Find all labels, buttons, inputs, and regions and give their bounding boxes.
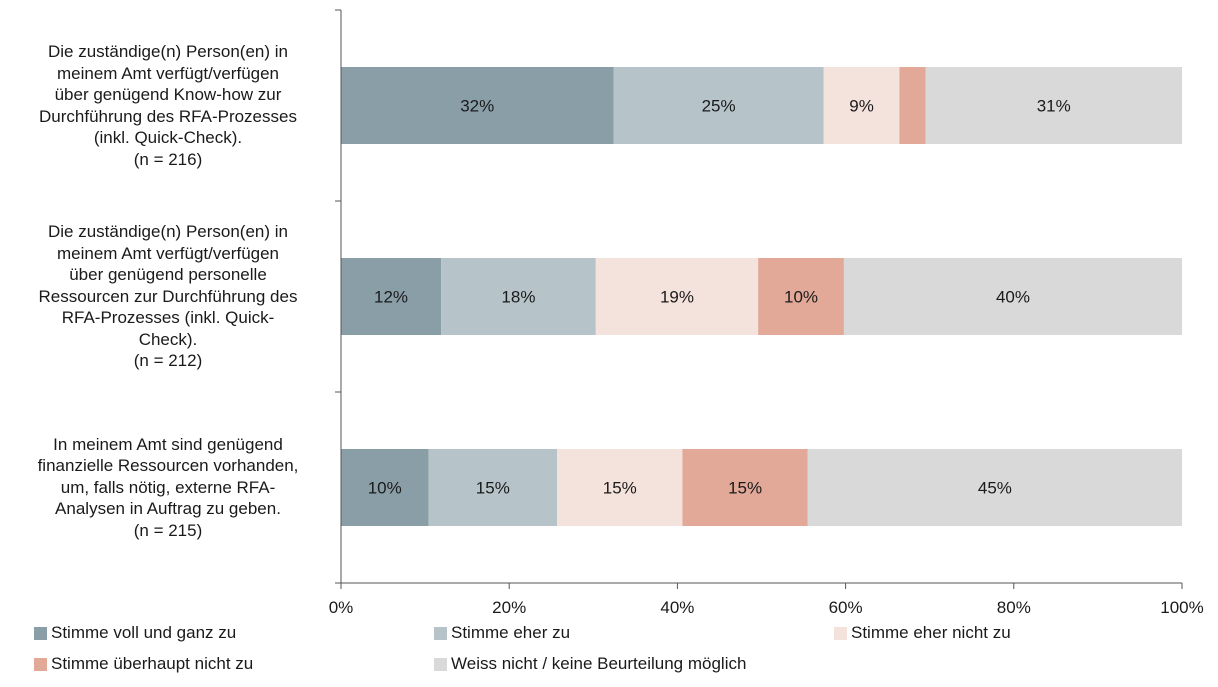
x-tick-label: 40% [660, 598, 694, 617]
legend-swatch [434, 626, 447, 640]
legend-item: Stimme überhaupt nicht zu [34, 654, 253, 674]
x-tick-label: 20% [492, 598, 526, 617]
bar-value-label: 40% [996, 288, 1030, 307]
x-tick-label: 60% [829, 598, 863, 617]
category-label: In meinem Amt sind genügend finanzielle R… [8, 434, 328, 542]
bar-segment [341, 449, 429, 526]
category-label-line: (n = 216) [133, 149, 203, 169]
bar-value-label: 9% [849, 97, 874, 116]
category-label: Die zuständige(n) Person(en) in meinem Am… [8, 221, 328, 372]
legend-label: Stimme eher nicht zu [851, 623, 1011, 642]
bar-value-label: 15% [476, 479, 510, 498]
legend-swatch [34, 657, 47, 671]
x-tick-label: 100% [1160, 598, 1203, 617]
category-label-line: Ressourcen zur Durchführung des [38, 286, 298, 306]
bar-segment [807, 449, 1182, 526]
legend-item: Stimme eher zu [434, 623, 570, 643]
bar-value-label: 25% [702, 97, 736, 116]
category-label-line: Die zuständige(n) Person(en) in [47, 222, 288, 242]
bar-value-label: 10% [784, 288, 818, 307]
category-label-line: finanzielle Ressourcen vorhanden, [37, 456, 299, 476]
x-tick-label: 0% [329, 598, 354, 617]
bar-segment [441, 258, 596, 335]
category-label-line: (n = 212) [133, 351, 203, 371]
bar-value-label: 12% [374, 288, 408, 307]
bar-value-label: 19% [660, 288, 694, 307]
legend-label: Stimme überhaupt nicht zu [51, 654, 254, 673]
category-label-line: über genügend Know-how zur [54, 85, 282, 104]
bar-value-label: 45% [978, 479, 1012, 498]
legend-swatch [834, 626, 847, 640]
bar-segment [682, 449, 808, 526]
category-label-line: (inkl. Quick-Check). [93, 128, 243, 147]
bar-value-label: 32% [460, 97, 494, 116]
bar-segment [341, 258, 442, 335]
legend-item: Weiss nicht / keine Beurteilung möglich [434, 654, 746, 674]
x-tick-label: 80% [997, 598, 1031, 617]
bar-value-label: 15% [728, 479, 762, 498]
bar-segment [925, 67, 1182, 144]
bar-value-label: 18% [501, 288, 535, 307]
category-label-line: meinem Amt verfügt/verfügen [56, 63, 280, 83]
bar-segment [613, 67, 824, 144]
category-label-line: Analysen in Auftrag zu geben. [55, 499, 281, 519]
category-label-line: Durchführung des RFA-Prozesses [39, 106, 297, 126]
bar-segment [899, 67, 926, 144]
bar-value-label: 15% [603, 479, 637, 498]
legend-swatch [434, 657, 447, 671]
legend-item: Stimme eher nicht zu [834, 623, 1011, 643]
bar-segment [843, 258, 1182, 335]
category-label-line: über genügend personelle [69, 265, 267, 285]
bar-segment [557, 449, 683, 526]
category-label-line: um, falls nötig, externe RFA- [60, 477, 276, 497]
category-label-line: Die zuständige(n) Person(en) in [47, 42, 288, 61]
bar-segment [341, 67, 614, 144]
bar-segment [823, 67, 900, 144]
legend-item: Stimme voll und ganz zu [34, 623, 236, 643]
category-label-line: RFA-Prozesses (inkl. Quick- [61, 308, 275, 328]
category-label-line: (n = 215) [133, 520, 203, 540]
bar-value-label: 10% [368, 479, 402, 498]
legend-label: Stimme eher zu [451, 623, 571, 642]
bar-segment [428, 449, 558, 526]
legend-label: Weiss nicht / keine Beurteilung möglich [451, 654, 747, 673]
bar-segment [595, 258, 759, 335]
category-label-line: In meinem Amt sind genügend [53, 434, 283, 454]
bar-value-label: 31% [1037, 97, 1071, 116]
legend-label: Stimme voll und ganz zu [51, 623, 237, 642]
category-label-line: Check). [138, 329, 198, 349]
legend-swatch [34, 626, 47, 640]
bar-segment [758, 258, 844, 335]
category-label: Die zuständige(n) Person(en) in meinem Am… [8, 41, 328, 170]
category-label-line: meinem Amt verfügt/verfügen [56, 243, 280, 263]
